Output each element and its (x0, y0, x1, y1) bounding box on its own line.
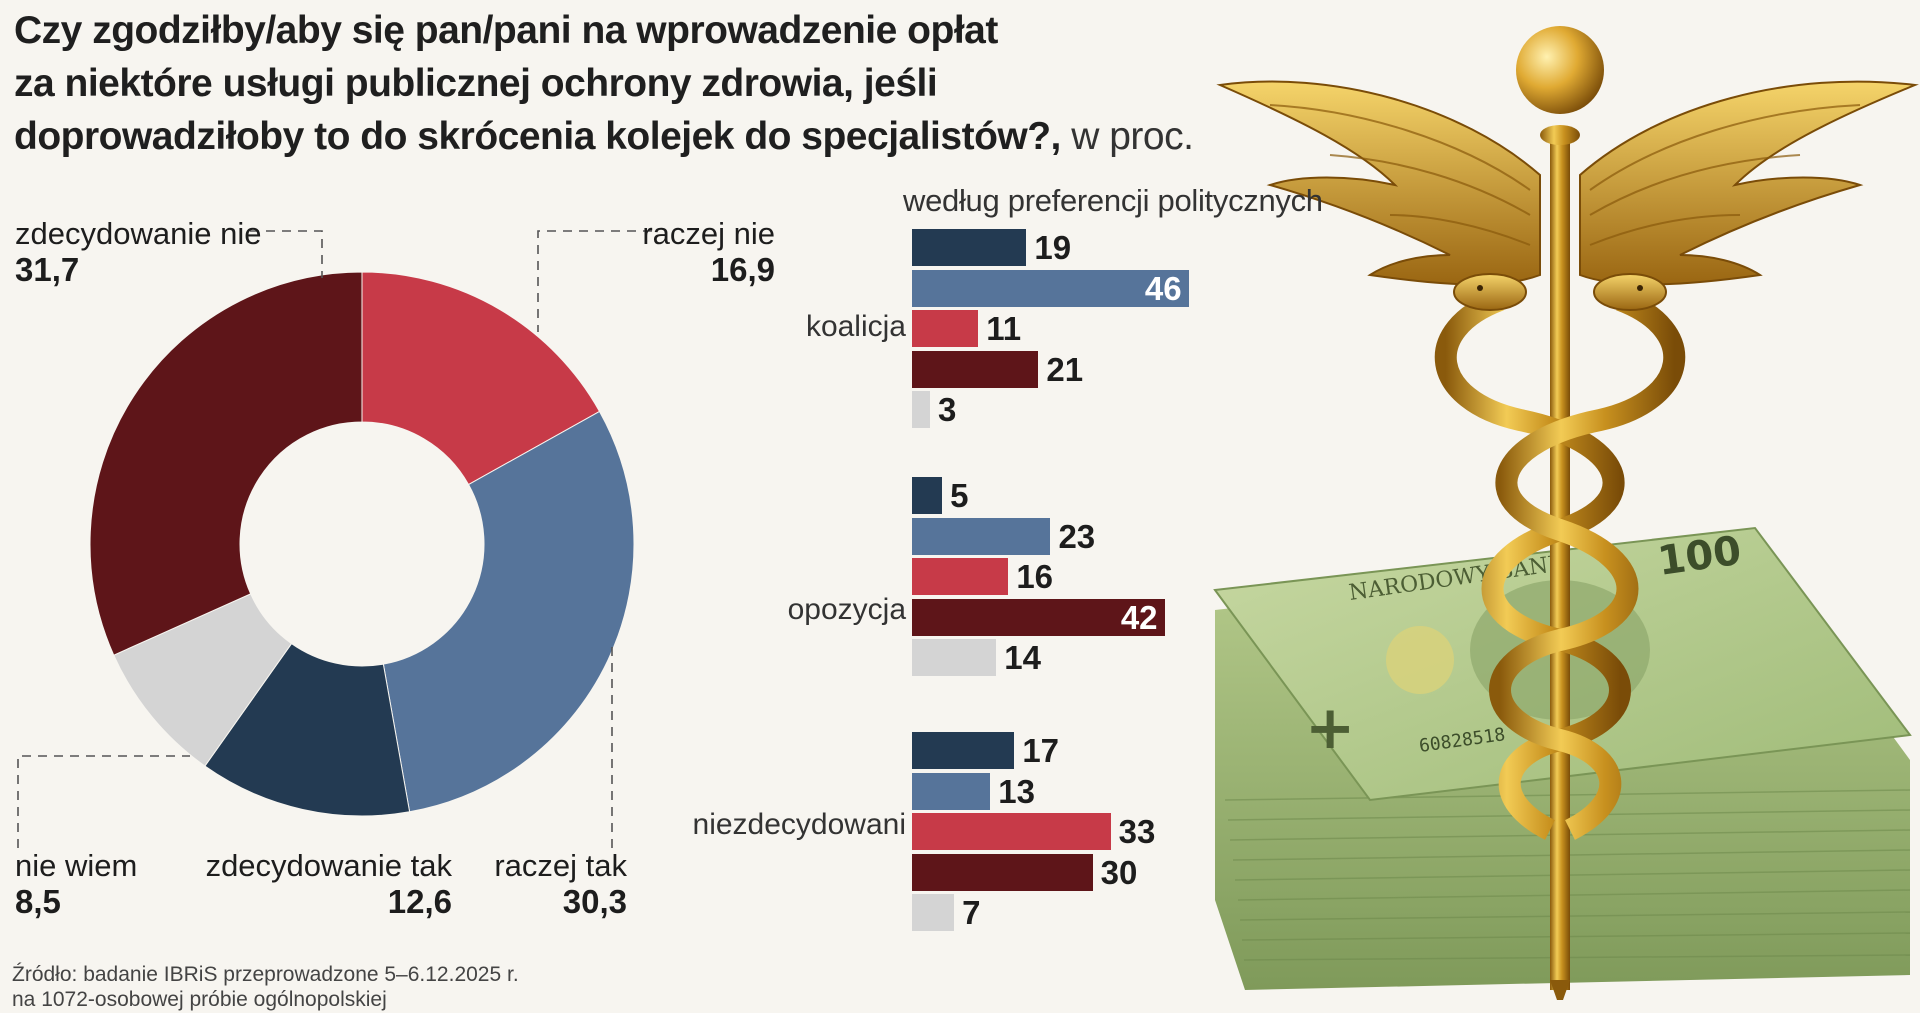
bar-opozycja-zdecydowanie-tak (912, 477, 943, 514)
bar-value-niezdecydowani-nie-wiem: 7 (962, 894, 981, 932)
banknote-plus-icon: + (1305, 693, 1355, 763)
bar-niezdecydowani-raczej-nie (912, 813, 1111, 851)
bar-niezdecydowani-zdecydowanie-nie (912, 853, 1093, 891)
bar-value-opozycja-zdecydowanie-tak: 5 (950, 477, 969, 514)
label-nie-wiem-name: nie wiem (15, 848, 138, 883)
group-label-niezdecydowani: niezdecydowani (692, 808, 906, 841)
donut-slice-raczej-tak (382, 410, 635, 813)
source-line-2: na 1072-osobowej próbie ogólnopolskiej (12, 988, 387, 1011)
bar-value-niezdecydowani-raczej-tak: 13 (998, 772, 1035, 810)
donut-slice-raczej-nie (361, 271, 601, 486)
label-zdecydowanie-nie: zdecydowanie nie 31,7 (15, 216, 261, 288)
leader-lines (17, 230, 652, 848)
group-label-opozycja: opozycja (787, 593, 906, 626)
chart-title: Czy zgodziłby/aby się pan/pani na wprowa… (14, 4, 1244, 163)
bar-koalicja-raczej-nie (912, 310, 979, 348)
bar-value-koalicja-nie-wiem: 3 (938, 391, 957, 429)
bar-value-opozycja-raczej-tak: 23 (1058, 517, 1096, 555)
label-zdecydowanie-tak-name: zdecydowanie tak (205, 848, 452, 883)
donut-slice-zdecydowanie-tak (204, 642, 411, 817)
label-raczej-nie-value: 16,9 (710, 251, 775, 288)
bar-value-niezdecydowani-zdecydowanie-tak: 17 (1022, 732, 1060, 769)
leader-raczej-nie (537, 230, 652, 332)
leader-zdecydowanie-nie (250, 230, 323, 278)
bar-value-niezdecydowani-zdecydowanie-nie: 30 (1100, 853, 1138, 891)
bar-value-opozycja-nie-wiem: 14 (1004, 639, 1041, 677)
caduceus-illustration (1216, 26, 1919, 1000)
label-raczej-nie: raczej nie 16,9 (642, 216, 775, 288)
bar-value-koalicja-raczej-tak: 46 (1144, 269, 1182, 307)
bar-value-opozycja-raczej-nie: 16 (1016, 558, 1054, 596)
label-zdecydowanie-tak: zdecydowanie tak 12,6 (206, 848, 452, 920)
bar-opozycja-nie-wiem (912, 639, 997, 677)
title-line-1: Czy zgodziłby/aby się pan/pani na wprowa… (14, 9, 998, 52)
label-raczej-tak-value: 30,3 (562, 883, 627, 920)
bar-niezdecydowani-zdecydowanie-tak (912, 732, 1015, 769)
label-zdecydowanie-nie-value: 31,7 (15, 251, 80, 288)
label-nie-wiem-value: 8,5 (15, 883, 61, 920)
bar-koalicja-zdecydowanie-tak (912, 229, 1027, 266)
bar-opozycja-raczej-nie (912, 558, 1009, 596)
bars-subtitle: według preferencji politycznych (903, 183, 1323, 218)
bar-value-koalicja-raczej-nie: 11 (986, 310, 1022, 348)
title-line-3: doprowadziłoby to do skrócenia kolejek d… (14, 115, 1061, 158)
source-line-1: Źródło: badanie IBRiS przeprowadzone 5–6… (12, 963, 519, 986)
leader-nie-wiem (17, 755, 190, 848)
source-note: Źródło: badanie IBRiS przeprowadzone 5–6… (12, 962, 519, 1012)
bar-niezdecydowani-nie-wiem (912, 894, 955, 932)
label-nie-wiem: nie wiem 8,5 (15, 848, 137, 920)
donut-slice-zdecydowanie-nie (89, 271, 363, 656)
bar-opozycja-raczej-tak (912, 517, 1051, 555)
donut-chart (89, 271, 635, 817)
bar-value-niezdecydowani-raczej-nie: 33 (1118, 813, 1156, 851)
bar-koalicja-raczej-tak (912, 269, 1189, 307)
bar-value-koalicja-zdecydowanie-nie: 21 (1046, 350, 1084, 388)
bar-niezdecydowani-raczej-tak (912, 772, 991, 810)
label-raczej-nie-name: raczej nie (642, 216, 775, 251)
label-zdecydowanie-tak-value: 12,6 (387, 883, 452, 920)
title-unit: w proc. (1060, 115, 1194, 158)
bar-koalicja-zdecydowanie-nie (912, 350, 1039, 388)
title-line-2: za niektóre usługi publicznej ochrony zd… (14, 62, 938, 105)
bar-value-koalicja-zdecydowanie-tak: 19 (1034, 229, 1072, 266)
group-label-koalicja: koalicja (805, 310, 906, 343)
label-zdecydowanie-nie-name: zdecydowanie nie (15, 216, 262, 251)
bar-value-opozycja-zdecydowanie-nie: 42 (1120, 598, 1158, 636)
label-raczej-tak: raczej tak 30,3 (494, 848, 627, 920)
bar-opozycja-zdecydowanie-nie (912, 598, 1165, 636)
bar-koalicja-nie-wiem (912, 391, 931, 429)
label-raczej-tak-name: raczej tak (494, 848, 627, 883)
